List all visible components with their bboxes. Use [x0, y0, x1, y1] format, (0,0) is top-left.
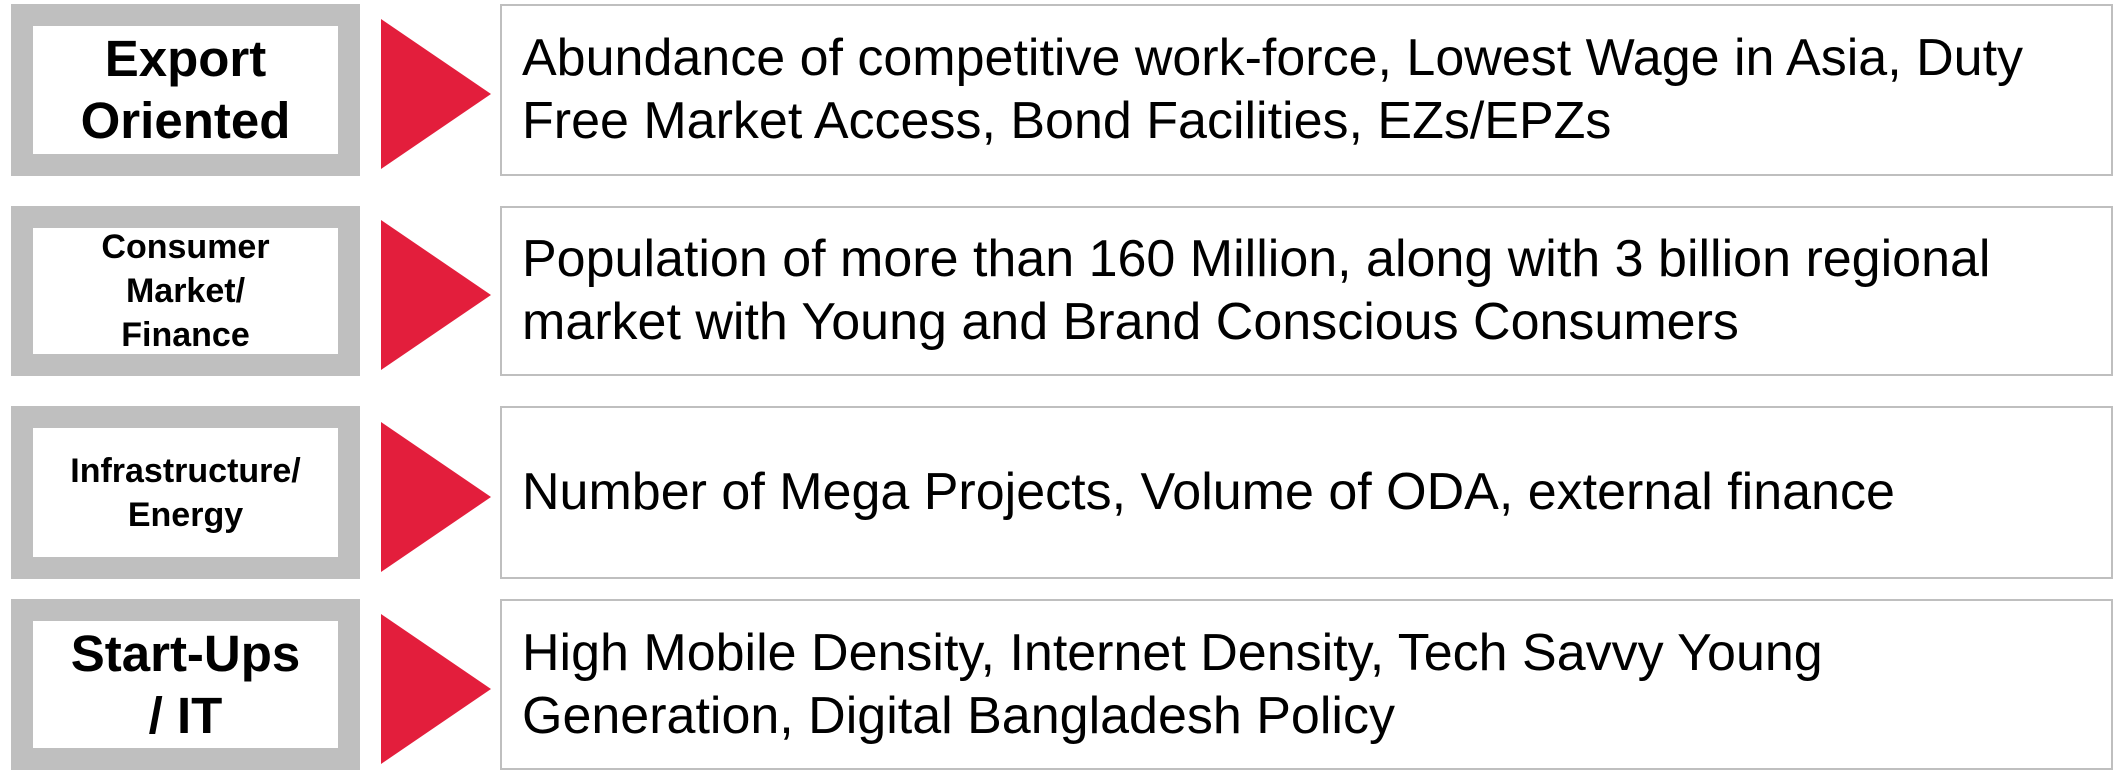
description-box: Population of more than 160 Million, alo…: [500, 206, 2113, 376]
label-line: Market/: [125, 272, 246, 310]
description-line: Number of Mega Projects, Volume of ODA, …: [522, 463, 1895, 521]
arrow: [381, 19, 491, 169]
description-line: market with Young and Brand Conscious Co…: [522, 293, 1739, 351]
arrow: [381, 220, 491, 370]
row: Start-Ups / IT High Mobile Density, Intern…: [0, 599, 2121, 770]
label-line: Infrastructure/: [70, 451, 301, 490]
label-line: Energy: [127, 495, 244, 534]
description-line: Generation, Digital Bangladesh Policy: [522, 686, 1395, 745]
label-box: Consumer Market/Finance: [11, 206, 360, 376]
arrow-shape: [381, 220, 491, 370]
label-box: Export Oriented: [11, 4, 360, 176]
label-box: Start-Ups / IT: [11, 599, 360, 770]
description-box: Number of Mega Projects, Volume of ODA, …: [500, 406, 2113, 579]
label-line: Oriented: [80, 92, 291, 149]
description-line: High Mobile Density, Internet Density, T…: [522, 623, 1823, 682]
row: Consumer Market/Finance Population of more…: [0, 206, 2121, 376]
description-box: High Mobile Density, Internet Density, T…: [500, 599, 2113, 770]
label-line: Export: [104, 30, 267, 87]
row: Infrastructure/Energy Number of Mega Proj…: [0, 406, 2121, 579]
label-line: Finance: [121, 316, 250, 354]
arrow-shape: [381, 613, 491, 764]
description-line: Abundance of competitive work-force, Low…: [522, 29, 2024, 87]
label-box: Infrastructure/Energy: [11, 406, 360, 579]
label-line: Start-Ups: [70, 624, 301, 682]
label-line: Consumer: [101, 228, 270, 266]
arrow-shape: [381, 19, 491, 169]
description-line: Free Market Access, Bond Facilities, EZs…: [522, 92, 1612, 150]
arrow-shape: [381, 421, 491, 572]
description-box: Abundance of competitive work-force, Low…: [500, 4, 2113, 176]
arrow: [381, 421, 491, 572]
description-line: Population of more than 160 Million, alo…: [522, 230, 1991, 288]
row: Export Oriented Abundance of competitive w…: [0, 4, 2121, 176]
arrow: [381, 613, 491, 764]
label-line: / IT: [148, 686, 223, 744]
